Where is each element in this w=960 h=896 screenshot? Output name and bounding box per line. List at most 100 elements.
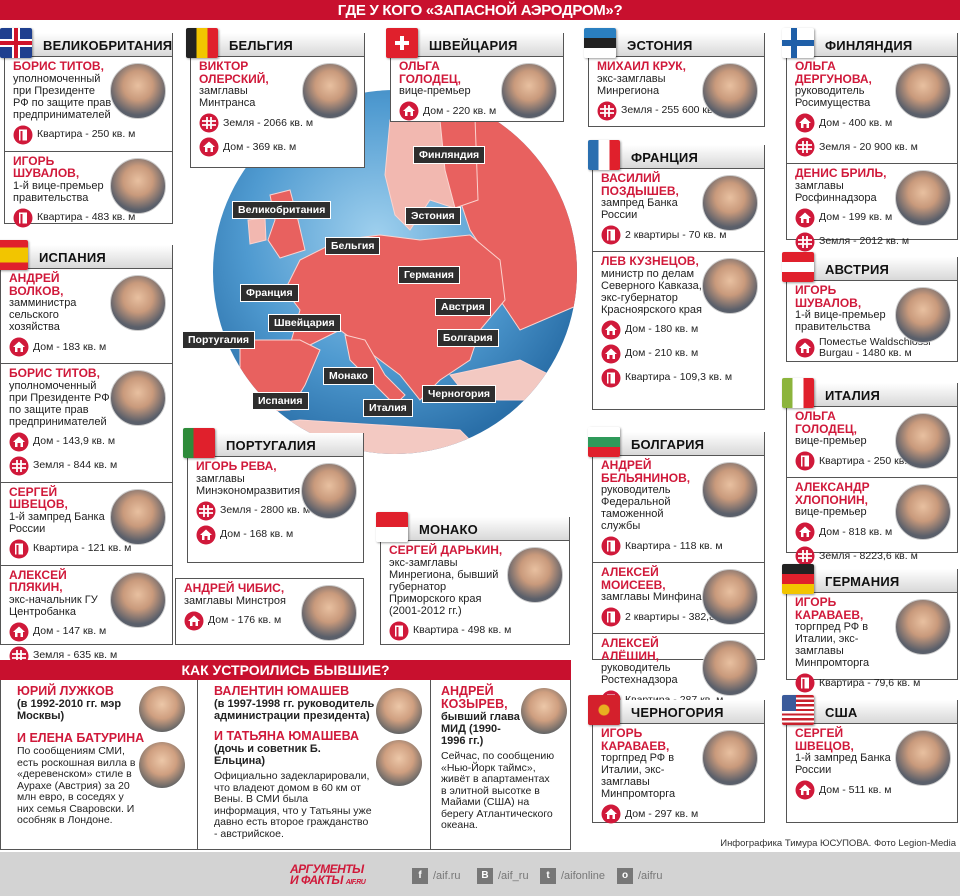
property-text: Земля - 20 900 кв. м <box>819 140 918 153</box>
person-role: торгпред РФ в Италии, экс-замглавы Минпр… <box>601 752 676 800</box>
country-name: ВЕЛИКОБРИТАНИЯ <box>43 38 173 53</box>
person-name: АНДРЕЙ ВОЛКОВ, <box>9 271 64 298</box>
country-header: ФИНЛЯНДИЯ <box>782 28 957 58</box>
person-role: 1-й зампред Банка России <box>9 510 105 535</box>
land-plot-icon <box>199 113 219 133</box>
flag-icon <box>376 512 408 542</box>
house-icon <box>601 344 621 363</box>
person-name: АНДРЕЙ БЕЛЬЯНИНОВ, <box>601 458 691 485</box>
house-icon <box>601 804 621 824</box>
map-label: Франция <box>240 284 299 302</box>
social-link[interactable]: о/aifru <box>617 868 662 884</box>
flag-icon <box>386 28 418 58</box>
person-photo <box>110 370 166 426</box>
country-header: БОЛГАРИЯ <box>588 427 764 457</box>
country-header: ИСПАНИЯ <box>0 240 172 270</box>
country-name: ГЕРМАНИЯ <box>825 574 900 589</box>
person-entry: ДЕНИС БРИЛЬ, замглавы Росфиннадзора Дом - … <box>787 163 957 258</box>
person-name: ИГОРЬ ШУВАЛОВ, <box>795 283 862 310</box>
apartment-icon <box>601 368 621 387</box>
person-photo <box>895 63 951 119</box>
person-role: экс-замглавы Минрегиона <box>597 72 666 97</box>
property-item: Квартира - 121 кв. м <box>9 539 168 559</box>
house-icon <box>9 337 29 357</box>
property-text: Земля - 844 кв. м <box>33 459 118 471</box>
property-text: Дом - 176 кв. м <box>208 614 282 626</box>
person-photo <box>301 585 357 641</box>
person-photo <box>110 571 166 628</box>
flag-icon <box>782 28 814 58</box>
apartment-icon <box>389 621 409 640</box>
property-item: Квартира - 483 кв. м <box>13 208 168 228</box>
country-header: ФРАНЦИЯ <box>588 140 764 170</box>
house-icon <box>601 320 621 339</box>
person-entry: ВИКТОР ОЛЕРСКИЙ, замглавы Минтранса Земля … <box>191 57 364 163</box>
property-item: Дом - 199 кв. м <box>795 208 953 228</box>
social-label: /aifonline <box>561 870 606 882</box>
land-plot-icon <box>597 101 617 120</box>
property-text: Дом - 511 кв. м <box>819 783 892 796</box>
person-photo <box>702 258 758 314</box>
person-role: замглавы Росфиннадзора <box>795 179 877 204</box>
country-name: ЧЕРНОГОРИЯ <box>631 705 724 720</box>
house-icon <box>399 101 419 121</box>
person-role: зампред Банка России <box>601 197 678 221</box>
flag-icon <box>584 28 616 58</box>
flag-icon <box>186 28 218 58</box>
person-entry: СЕРГЕЙ ДАРЬКИН, экс-замглавы Минрегиона, … <box>381 541 569 647</box>
flag-icon <box>782 252 814 282</box>
apartment-icon <box>601 225 621 245</box>
country-header: МОНАКО <box>376 512 569 542</box>
social-link[interactable]: t/aifonline <box>540 868 605 884</box>
flag-icon <box>588 427 620 457</box>
person-name: ЮРИЙ ЛУЖКОВ <box>17 684 114 698</box>
property-item: Дом - 220 кв. м <box>399 101 559 121</box>
person-role: экс-замглавы Минрегиона, бывший губернат… <box>389 556 499 617</box>
person-role: 1-й вице-премьер правительства <box>13 179 104 204</box>
social-link[interactable]: f/aif.ru <box>412 868 461 884</box>
country-name: АВСТРИЯ <box>825 262 890 277</box>
flag-icon <box>588 695 620 725</box>
person-photo <box>895 599 951 655</box>
photo-yumasheva <box>376 740 422 786</box>
property-item: Дом - 210 кв. м <box>601 344 760 364</box>
social-link[interactable]: В/aif_ru <box>477 868 529 884</box>
property-text: Земля - 2012 кв. м <box>819 235 910 247</box>
person-photo <box>702 640 758 696</box>
property-item: Дом - 168 кв. м <box>196 525 359 545</box>
person-description: По сообщениям СМИ, есть роскошная вилла … <box>17 745 136 826</box>
page-title: ГДЕ У КОГО «ЗАПАСНОЙ АЭРОДРОМ»? <box>337 2 623 19</box>
property-text: Земля - 2800 кв. м <box>220 504 311 516</box>
country-name: БОЛГАРИЯ <box>631 437 705 452</box>
property-text: Дом - 369 кв. м <box>223 140 297 153</box>
country-card: ФИНЛЯНДИЯ ОЛЬГА ДЕРГУНОВА, руководитель Ро… <box>782 28 958 251</box>
property-text: Земля - 8223,6 кв. м <box>819 549 918 562</box>
house-icon <box>184 611 204 630</box>
house-icon <box>795 522 815 542</box>
country-card: ФРАНЦИЯ ВАСИЛИЙ ПОЗДЫШЕВ, зампред Банка Ро… <box>588 140 765 410</box>
property-item: Квартира - 79,6 кв. м <box>795 673 953 693</box>
property-text: Квартира - 287 кв. м <box>625 694 723 706</box>
map-label: Германия <box>398 266 460 284</box>
property-text: Квартира - 118 кв. м <box>625 539 723 552</box>
property-item: Поместье Waldschlossl Burgau - 1480 кв. … <box>795 337 953 359</box>
property-text: Земля - 255 600 кв. м <box>621 104 726 116</box>
country-card: ВЕЛИКОБРИТАНИЯ БОРИС ТИТОВ, уполномоченный… <box>0 28 173 227</box>
person-photo <box>702 569 758 625</box>
person-entry: ИГОРЬ КАРАВАЕВ, торгпред РФ в Италии, экс… <box>593 724 764 830</box>
aif-logo[interactable]: АРГУМЕНТЫ И ФАКТЫ AIF.RU <box>290 863 366 888</box>
property-item: 2 квартиры - 70 кв. м <box>601 225 760 245</box>
person-name: ЛЕВ КУЗНЕЦОВ, <box>601 254 699 268</box>
map-label: Монако <box>323 367 374 385</box>
property-text: Дом - 818 кв. м <box>819 525 893 538</box>
country-name: ФРАНЦИЯ <box>631 150 698 165</box>
person-photo <box>301 463 357 519</box>
apartment-icon <box>601 536 621 556</box>
facebook-icon: f <box>412 868 428 884</box>
footer: АРГУМЕНТЫ И ФАКТЫ AIF.RU f/aif.ru В/aif_r… <box>0 852 960 896</box>
person-role: (дочь и советник Б. Ельцина) <box>214 743 321 767</box>
person-role: 1-й вице-премьер правительства <box>795 309 886 333</box>
person-entry: АЛЕКСЕЙ ПЛЯКИН, экс-начальник ГУ Центроба… <box>1 564 172 672</box>
property-item: Земля - 255 600 кв. м <box>597 101 760 121</box>
person-photo <box>110 63 166 119</box>
